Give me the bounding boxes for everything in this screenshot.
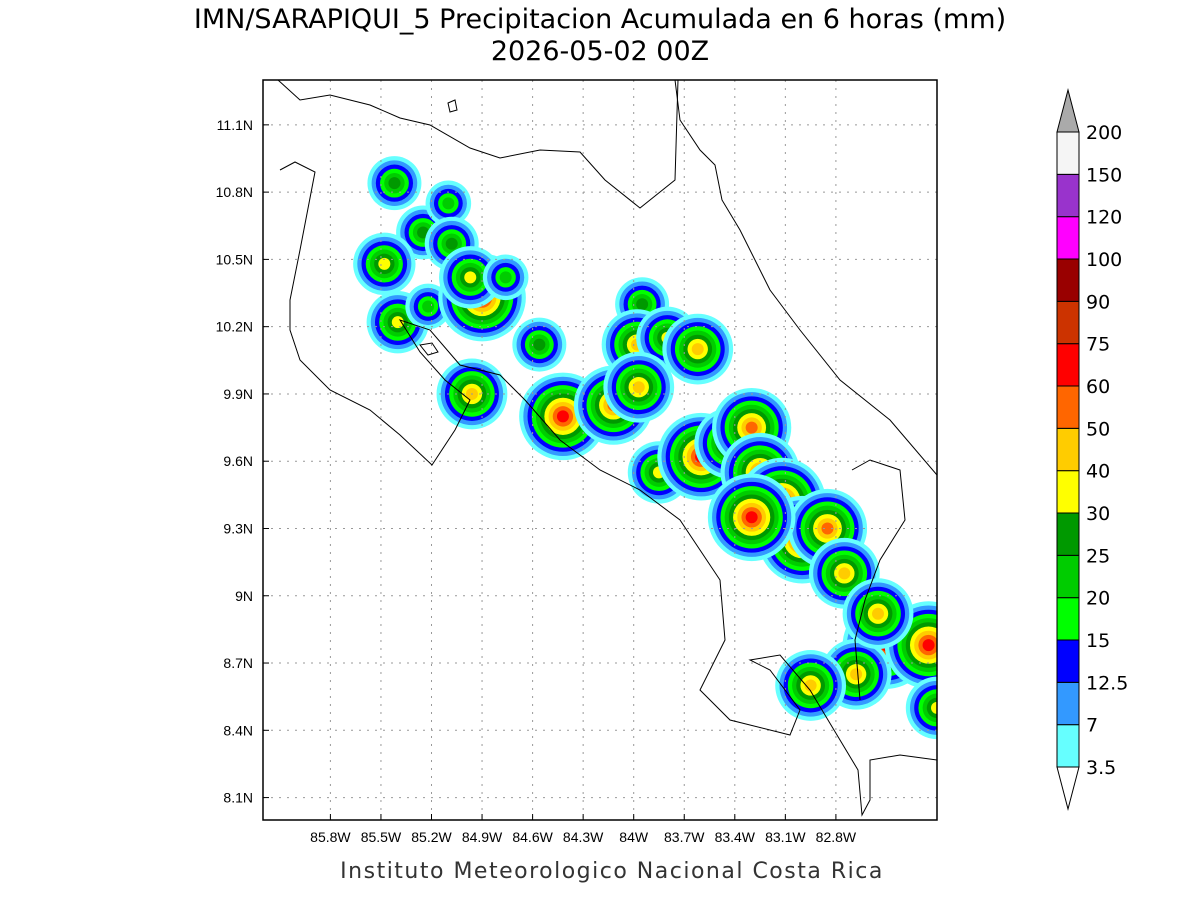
footer-credit: Instituto Meteorologico Nacional Costa R…	[340, 859, 884, 884]
colorbar-label: 200	[1086, 122, 1122, 144]
precip-cell-level-5	[636, 298, 649, 311]
lon-tick-label: 84.9W	[462, 829, 503, 845]
lon-tick-label: 84W	[619, 829, 649, 845]
lat-tick-label: 11.1N	[217, 117, 253, 133]
precip-cell-level-6	[464, 271, 477, 284]
lon-tick-label: 85.2W	[411, 829, 452, 845]
colorbar-label: 7	[1086, 715, 1098, 737]
lon-tick-label: 82.8W	[816, 829, 857, 845]
precipitation-colorbar: 3.5 7 12.5 15 20 25 30 40 50 60 75 90 100 120 150 200	[1056, 88, 1128, 811]
precip-cell-level-8	[821, 522, 834, 535]
lat-tick-label: 10.8N	[216, 184, 253, 200]
colorbar-label: 120	[1086, 207, 1122, 229]
colorbar-label: 15	[1086, 630, 1110, 652]
lat-tick-label: 9N	[235, 588, 253, 604]
colorbar-swatch	[1056, 427, 1080, 472]
precip-cell-level-7	[632, 381, 645, 394]
lat-tick-label: 9.3N	[223, 520, 253, 536]
colorbar-label: 60	[1086, 376, 1110, 398]
precip-cell-level-7	[691, 343, 704, 356]
precip-cell-level-6	[391, 316, 404, 329]
colorbar-label: 50	[1086, 418, 1110, 440]
lon-tick-label: 85.5W	[361, 829, 402, 845]
colorbar-label: 90	[1086, 291, 1110, 313]
lat-tick-label: 8.4N	[223, 722, 253, 738]
precip-cell-level-4	[499, 271, 512, 284]
precip-cell-level-5	[388, 177, 401, 190]
colorbar-label: 40	[1086, 461, 1110, 483]
graticule	[263, 80, 937, 820]
colorbar-swatch	[1056, 597, 1080, 641]
colorbar-swatch	[1056, 258, 1080, 302]
colorbar-swatch	[1056, 216, 1080, 260]
coastline-caribbean-nicaragua	[277, 80, 679, 209]
precip-cell-level-4	[442, 197, 455, 210]
lon-tick-label: 84.3W	[563, 829, 604, 845]
map-title: IMN/SARAPIQUI_5 Precipitacion Acumulada …	[194, 4, 1006, 35]
coastline-pacific	[279, 161, 937, 817]
lat-tick-label: 8.1N	[223, 790, 253, 806]
colorbar-swatch	[1056, 470, 1080, 514]
colorbar-swatch	[1056, 131, 1080, 175]
colorbar-label: 25	[1086, 545, 1110, 567]
coastline-caribbean	[674, 80, 937, 476]
precip-cell-level-9	[556, 410, 569, 423]
colorbar-swatch	[1056, 639, 1080, 683]
colorbar-label: 75	[1086, 334, 1110, 356]
precip-cell-level-9	[922, 639, 935, 652]
precip-cell-level-6	[931, 701, 937, 714]
lon-tick-label: 84.6W	[512, 829, 553, 845]
lon-tick-label: 83.7W	[664, 829, 705, 845]
lon-tick-label: 85.8W	[310, 829, 351, 845]
map-axes: 85.8W 85.5W 85.2W 84.9W 84.6W 84.3W 84W 83.7W 83…	[216, 117, 857, 845]
lat-tick-label: 9.6N	[223, 453, 253, 469]
colorbar-swatch	[1056, 300, 1080, 345]
colorbar-lower-arrow	[1056, 766, 1080, 811]
colorbar-label: 30	[1086, 503, 1110, 525]
colorbar-label: 20	[1086, 588, 1110, 610]
precip-cell-level-5	[533, 338, 546, 351]
lat-tick-label: 8.7N	[223, 655, 253, 671]
lon-tick-label: 83.4W	[715, 829, 756, 845]
colorbar-upper-arrow	[1056, 88, 1080, 133]
coastline-layer	[277, 80, 937, 817]
lat-tick-label: 10.2N	[216, 319, 253, 335]
island-small	[447, 99, 458, 113]
map-frame	[262, 79, 938, 821]
colorbar-label: 3.5	[1086, 757, 1116, 779]
lat-tick-label: 10.5N	[216, 251, 253, 267]
colorbar-label: 150	[1086, 164, 1122, 186]
colorbar-swatch	[1056, 724, 1080, 768]
colorbar-label: 12.5	[1086, 672, 1128, 694]
colorbar-swatch	[1056, 681, 1080, 726]
colorbar-swatch	[1056, 554, 1080, 599]
precip-cell-level-7	[838, 567, 851, 580]
border-panama	[851, 459, 906, 701]
map-valid-time: 2026-05-02 00Z	[491, 36, 709, 67]
colorbar-swatch	[1056, 173, 1080, 218]
colorbar-label: 100	[1086, 249, 1122, 271]
island-nicoya	[419, 342, 439, 356]
precip-cell-level-4	[422, 300, 435, 313]
precip-cell-level-9	[745, 511, 758, 524]
precip-cell-level-6	[378, 257, 391, 270]
lat-tick-label: 9.9N	[223, 386, 253, 402]
precip-cell-level-7	[804, 679, 817, 692]
precip-cell-level-7	[872, 607, 885, 620]
precip-cell-level-5	[445, 237, 458, 250]
map-plot-area	[263, 80, 937, 820]
precip-cell-level-8	[745, 421, 758, 434]
colorbar-swatch	[1056, 385, 1080, 429]
colorbar-swatch	[1056, 512, 1080, 556]
lon-tick-label: 83.1W	[765, 829, 806, 845]
precip-cell-level-7	[850, 668, 863, 681]
colorbar-swatch	[1056, 343, 1080, 387]
precipitation-layer	[353, 156, 937, 740]
